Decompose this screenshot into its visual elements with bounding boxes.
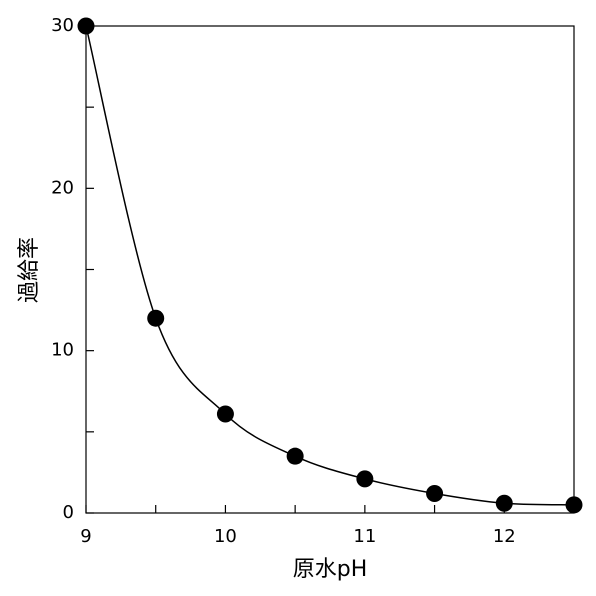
y-tick-label: 20 (51, 177, 74, 198)
y-axis-title: 過給率 (17, 237, 42, 303)
series-line (85, 25, 575, 506)
data-point (356, 470, 374, 488)
data-point (147, 309, 165, 327)
y-tick-label: 10 (51, 340, 74, 361)
plot-frame (85, 25, 575, 514)
x-tick-label: 9 (80, 526, 91, 547)
data-point (286, 447, 304, 465)
x-tick-label: 12 (493, 526, 516, 547)
x-axis-title: 原水pH (293, 557, 368, 582)
x-tick-label: 11 (353, 526, 376, 547)
data-point (216, 405, 234, 423)
data-point (495, 494, 513, 512)
data-point (77, 17, 95, 35)
data-point (565, 496, 583, 514)
y-tick-label: 0 (63, 502, 74, 523)
data-point (426, 485, 444, 503)
y-tick-label: 30 (51, 15, 74, 36)
x-tick-label: 10 (214, 526, 237, 547)
